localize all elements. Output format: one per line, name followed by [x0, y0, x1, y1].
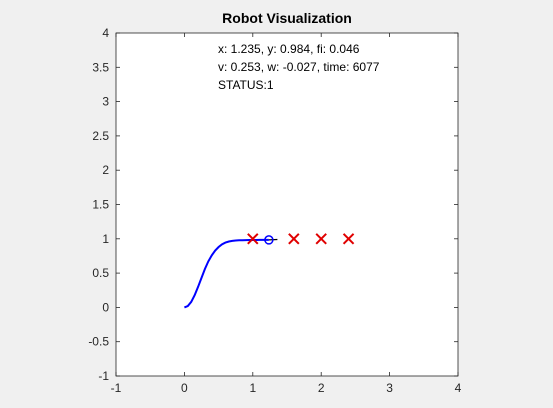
waypoint-marker: [342, 233, 355, 245]
waypoint-marker: [247, 233, 259, 245]
robot-position-marker: [264, 235, 274, 245]
y-tick-label: -0.5: [88, 335, 109, 349]
chart-title: Robot Visualization: [222, 10, 352, 26]
y-tick-label: 2: [102, 163, 109, 177]
x-tick-label: -1: [111, 381, 122, 395]
y-tick-label: 1.5: [92, 198, 109, 212]
robot-trajectory-line: [184, 238, 269, 309]
tick-layer: -1 0 1 2 3 4 -1 -0.5 0 0.5 1 1.5 2 2.5 3 3.5 4: [88, 26, 461, 395]
y-tick-label: 0: [102, 300, 109, 314]
y-tick-label: 3: [102, 95, 109, 109]
waypoint-marker: [288, 233, 300, 245]
y-tick-label: 2.5: [92, 129, 109, 143]
axes-background: [116, 33, 458, 376]
y-tick-label: 0.5: [92, 266, 109, 280]
y-tick-label: 3.5: [92, 60, 109, 74]
y-tick-label: 1: [102, 232, 109, 246]
waypoint-marker: [315, 233, 327, 245]
x-tick-label: 4: [455, 381, 462, 395]
x-tick-label: 1: [249, 381, 256, 395]
annotation-layer: x: 1.235, y: 0.984, fi: 0.046 v: 0.253, w…: [218, 42, 380, 92]
status-annotation-line: v: 0.253, w: -0.027, time: 6077: [218, 60, 380, 74]
markers-layer: [247, 233, 355, 245]
y-tick-label: 4: [102, 26, 109, 40]
status-annotation-line: x: 1.235, y: 0.984, fi: 0.046: [218, 42, 360, 56]
status-annotation-line: STATUS:1: [218, 78, 274, 92]
y-tick-label: -1: [98, 369, 109, 383]
x-tick-label: 0: [181, 381, 188, 395]
x-tick-label: 2: [318, 381, 325, 395]
x-tick-label: 3: [386, 381, 393, 395]
